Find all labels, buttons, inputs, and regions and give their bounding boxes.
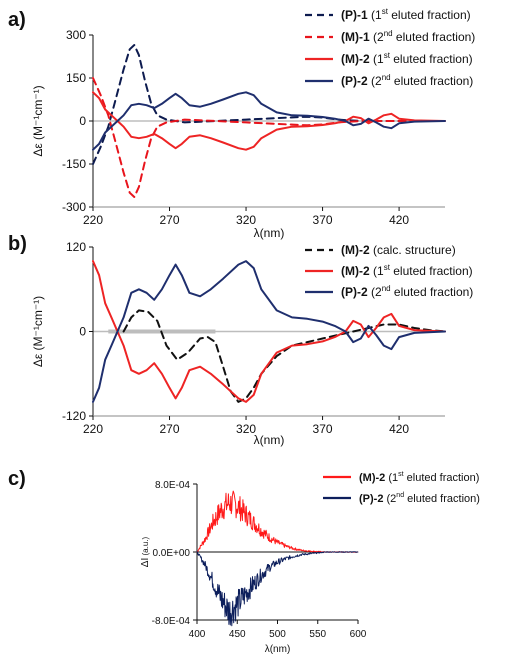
x-tick-label: 370 [313,213,333,227]
series-line [92,260,446,403]
x-tick-label: 550 [309,629,326,640]
legend-entry: (P)-1 (1st eluted fraction) [341,7,471,22]
legend-note-rest: eluted fraction) [393,30,476,44]
legend-entry: (P)-2 (2nd eluted fraction) [341,284,473,299]
y-tick-label: -120 [62,409,86,423]
x-tick-label: 400 [189,629,206,640]
x-tick-label: 220 [83,213,103,227]
legend-note-rest: eluted fraction) [404,472,480,484]
series-line [196,551,359,627]
series-line [92,91,446,151]
series-line [92,260,446,403]
legend-sup: st [398,471,404,478]
panel-label: c) [8,468,26,490]
y-tick-label: -300 [62,200,86,214]
legend-note: (1 [385,472,398,484]
y-tick-label: 0 [79,114,86,128]
legend-note: (2 [383,493,396,505]
legend-note: (2 [370,30,384,44]
x-tick-label: 450 [229,629,246,640]
y-tick-label: -150 [62,157,86,171]
legend-name: (P)-2 [341,285,368,299]
chart-panel-b: b) -120 0 120 220 270 320 370 420 λ(nm) Δε (M⁻¹cm⁻… [8,233,473,447]
x-axis-label: λ(nm) [254,226,285,240]
legend-note: (1 [370,264,384,278]
legend-entry: (P)-2 (2nd eluted fraction) [359,492,480,505]
x-tick-label: 420 [389,422,409,436]
legend-note-rest: eluted fraction) [390,264,473,278]
legend-note: (1 [370,52,384,66]
y-tick-label: 0.0E+00 [152,548,190,559]
legend-entry: (M)-2 (1st eluted fraction) [341,51,473,66]
legend-entry: (P)-2 (2nd eluted fraction) [341,73,473,88]
legend-name: (M)-2 [359,472,385,484]
legend-sup: st [382,7,389,16]
x-tick-label: 270 [160,213,180,227]
legend-sup: nd [396,492,404,499]
series-line [196,490,359,553]
legend-note-rest: eluted fraction) [390,52,473,66]
legend-note: (1 [368,8,382,22]
chart-panel-c: c) -8.0E-04 0.0E+00 8.0E-04 400 450 500 550 600 λ… [8,468,480,655]
legend-sup: nd [382,73,391,82]
y-tick-label: 150 [66,71,86,85]
legend-sup: nd [384,29,393,38]
legend-note-rest: eluted fraction) [391,285,474,299]
x-tick-label: 270 [160,422,180,436]
y-axis-label: ΔI (a.u.) [140,536,151,567]
y-axis-label: Δε (M⁻¹cm⁻¹) [31,85,45,156]
legend-name: (M)-2 [341,264,370,278]
series-line [92,91,446,151]
legend-sup: st [384,51,391,60]
x-tick-label: 500 [269,629,286,640]
legend-note-rest: eluted fraction) [388,8,471,22]
legend-note-rest: eluted fraction) [404,493,480,505]
legend-name: (P)-1 [341,8,368,22]
panel-label: b) [8,233,27,255]
x-tick-label: 370 [313,422,333,436]
legend-entry: (M)-1 (2nd eluted fraction) [341,29,475,44]
x-axis-label: λ(nm) [254,433,285,447]
y-tick-label: 120 [66,240,86,254]
legend-name: (M)-1 [341,30,370,44]
x-axis-label: λ(nm) [265,644,291,655]
y-tick-label: 8.0E-04 [155,480,190,491]
legend-note: (2 [368,285,382,299]
y-axis-unit: (a.u.) [141,536,150,557]
legend-name: (P)-2 [359,493,383,505]
x-tick-label: 600 [350,629,367,640]
y-tick-label: -8.0E-04 [152,616,191,627]
legend-name: (M)-2 [341,52,370,66]
legend-note: (calc. structure) [370,243,456,257]
y-tick-label: 0 [79,325,86,339]
y-axis-label: Δε (M⁻¹cm⁻¹) [31,296,45,367]
chart-panel-a: a) -300 -150 0 150 300 220 270 320 370 420 λ(nm) Δε … [8,7,475,240]
x-tick-label: 420 [389,213,409,227]
legend-entry: (M)-2 (calc. structure) [341,243,456,257]
legend-note: (2 [368,74,382,88]
y-tick-label: 300 [66,28,86,42]
panel-label: a) [8,9,26,31]
series-line [122,309,446,403]
legend-entry: (M)-2 (1st eluted fraction) [341,263,473,278]
legend-sup: nd [382,284,391,293]
legend-note-rest: eluted fraction) [391,74,474,88]
x-tick-label: 320 [236,213,256,227]
legend-name: (M)-2 [341,243,370,257]
legend-name: (P)-2 [341,74,368,88]
x-tick-label: 220 [83,422,103,436]
legend-entry: (M)-2 (1st eluted fraction) [359,471,479,484]
legend-sup: st [384,263,391,272]
x-tick-label: 320 [236,422,256,436]
